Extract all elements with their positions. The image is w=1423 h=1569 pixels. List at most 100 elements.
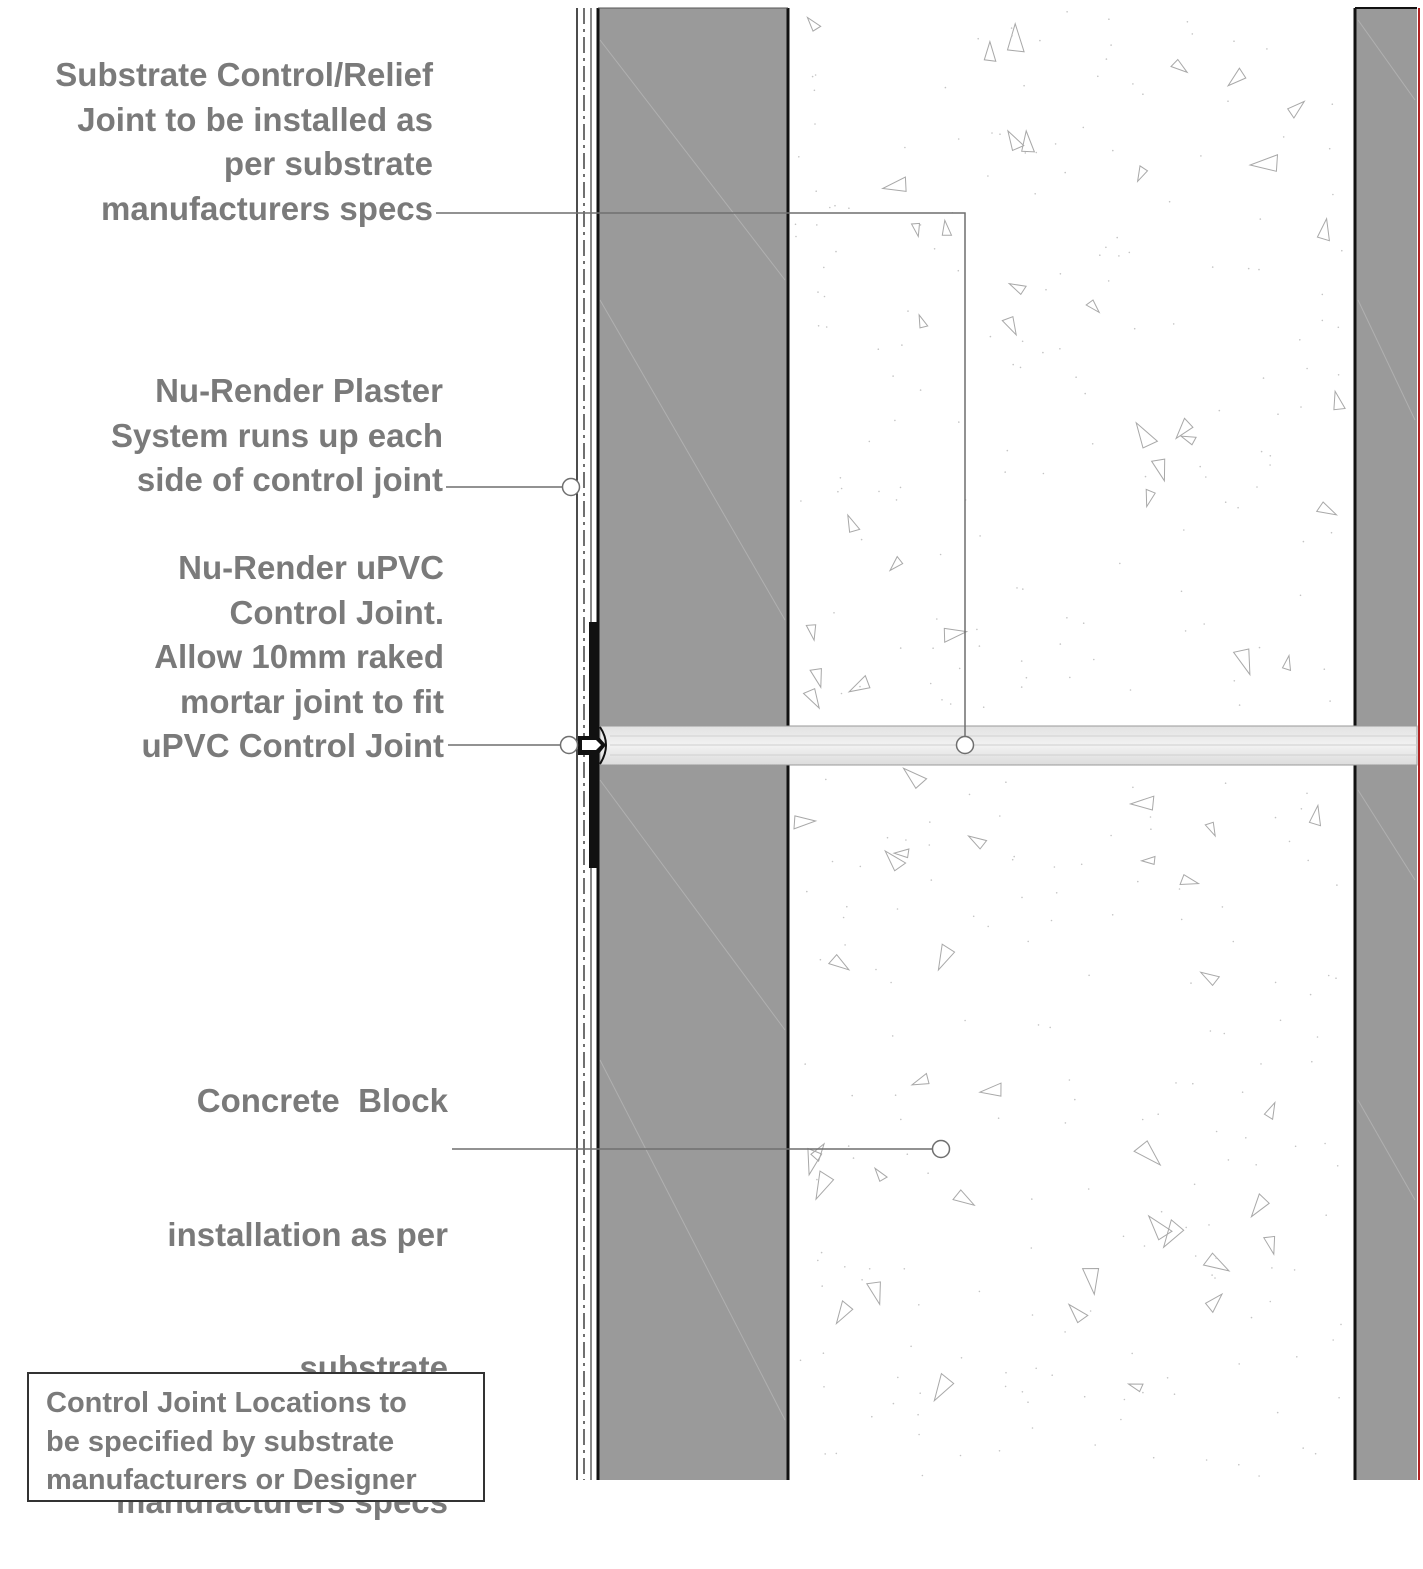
aggregate-dot (959, 1454, 962, 1457)
aggregate-dot (968, 793, 971, 796)
aggregate-dot (929, 682, 932, 685)
aggregate-dot (1023, 84, 1025, 87)
aggregate-dot (871, 1415, 873, 1418)
aggregate-dot (905, 839, 907, 841)
aggregate-dot (1021, 896, 1023, 899)
aggregate-dot (1011, 858, 1014, 861)
aggregate-dot (936, 618, 938, 620)
aggregate-dot (1080, 863, 1083, 866)
aggregate-dot (798, 156, 800, 158)
aggregate-dot (1107, 280, 1110, 282)
aggregate-dot (1082, 126, 1085, 129)
block-face-right (1353, 7, 1420, 1480)
aggregate-dot (999, 133, 1001, 135)
aggregate-triangle (1128, 795, 1155, 811)
aggregate-dot (851, 1094, 853, 1097)
aggregate-dot (814, 74, 817, 76)
aggregate-dot (999, 815, 1001, 817)
aggregate-dot (1329, 700, 1331, 702)
aggregate-triangle (1333, 389, 1346, 411)
aggregate-dot (890, 981, 892, 984)
aggregate-dot (1233, 680, 1236, 682)
leader-lines (436, 212, 975, 1159)
aggregate-dot (930, 879, 933, 881)
aggregate-triangle (1136, 165, 1149, 183)
aggregate-triangle (902, 767, 928, 790)
aggregate-dot (829, 206, 831, 209)
aggregate-dot (1325, 1214, 1327, 1216)
aggregate-dot (822, 1352, 825, 1354)
aggregate-dot (831, 860, 834, 863)
aggregate-dot (1034, 193, 1036, 195)
aggregate-dot (1144, 475, 1147, 478)
aggregate-dot (1208, 1224, 1210, 1226)
section-drawing (436, 7, 1420, 1480)
aggregate-dot (1331, 103, 1334, 105)
aggregate-dot (875, 968, 877, 971)
aggregate-dot (835, 1452, 838, 1455)
aggregate-dot (1306, 792, 1308, 795)
aggregate-dot (1311, 1060, 1313, 1063)
aggregate-triangle (910, 1072, 930, 1086)
callout-line: side of control joint (136, 461, 443, 498)
aggregate-dot (1149, 816, 1152, 818)
aggregate-triangle (847, 674, 871, 693)
aggregate-dot (1327, 974, 1330, 977)
aggregate-dot (1031, 1427, 1034, 1429)
aggregate-dot (840, 487, 843, 490)
aggregate-dot (1193, 1183, 1196, 1186)
aggregate-dot (1296, 1356, 1298, 1358)
aggregate-dot (1299, 339, 1301, 341)
aggregate-dot (978, 1290, 981, 1293)
aggregate-dot (861, 1279, 863, 1281)
aggregate-dot (1336, 884, 1338, 886)
aggregate-dot (1030, 1247, 1033, 1249)
note-line: manufacturers or Designer (46, 1464, 417, 1496)
aggregate-triangle (943, 627, 969, 643)
aggregate-dot (1338, 1396, 1340, 1399)
aggregate-dot (1087, 1188, 1090, 1190)
aggregate-dot (806, 890, 808, 893)
aggregate-triangle (1147, 1214, 1173, 1241)
aggregate-triangle (918, 313, 929, 329)
callout-line: Concrete Block (196, 1082, 448, 1119)
aggregate-triangle (1202, 1252, 1231, 1272)
aggregate-dot (989, 335, 992, 338)
aggregate-dot (1059, 348, 1061, 350)
aggregate-triangle (1179, 435, 1197, 446)
aggregate-dot (1064, 1122, 1067, 1124)
aggregate-dot (1191, 33, 1194, 35)
aggregate-dot (1133, 327, 1136, 330)
aggregate-triangle (884, 849, 907, 872)
aggregate-dot (1337, 374, 1340, 376)
aggregate-triangle (1308, 803, 1322, 827)
aggregate-dot (906, 1153, 909, 1155)
aggregate-dot (1120, 1418, 1122, 1421)
aggregate-dot (1262, 377, 1265, 379)
aggregate-dot (972, 915, 975, 918)
aggregate-dot (1020, 686, 1023, 688)
aggregate-dot (1150, 828, 1152, 830)
aggregate-dot (1203, 623, 1205, 625)
aggregate-triangle (1199, 971, 1221, 987)
aggregate-dot (1274, 816, 1277, 819)
aggregate-dot (1157, 1113, 1159, 1115)
aggregate-dot (1091, 443, 1094, 445)
aggregate-triangle (1248, 154, 1279, 172)
aggregate-dot (894, 1094, 897, 1096)
aggregate-dot (979, 535, 981, 537)
aggregate-dot (1142, 93, 1144, 95)
aggregate-dot (1288, 840, 1291, 843)
aggregate-dot (1314, 1452, 1317, 1455)
aggregate-dot (1224, 782, 1227, 784)
aggregate-dot (1178, 888, 1181, 890)
aggregate-dot (1012, 363, 1014, 366)
aggregate-dot (824, 1453, 826, 1455)
aggregate-dot (846, 905, 848, 908)
aggregate-dot (1011, 34, 1013, 37)
aggregate-dot (1215, 1130, 1218, 1133)
aggregate-dot (1321, 293, 1324, 296)
aggregate-dot (877, 348, 880, 351)
aggregate-dot (1066, 617, 1068, 619)
aggregate-triangle (1139, 855, 1156, 866)
